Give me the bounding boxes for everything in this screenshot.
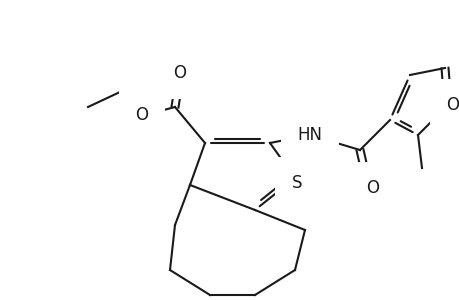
Text: S: S bbox=[291, 174, 302, 192]
Text: O: O bbox=[366, 179, 379, 197]
Text: O: O bbox=[135, 106, 148, 124]
Text: HN: HN bbox=[297, 126, 322, 144]
Text: O: O bbox=[173, 64, 186, 82]
Text: O: O bbox=[446, 96, 459, 114]
